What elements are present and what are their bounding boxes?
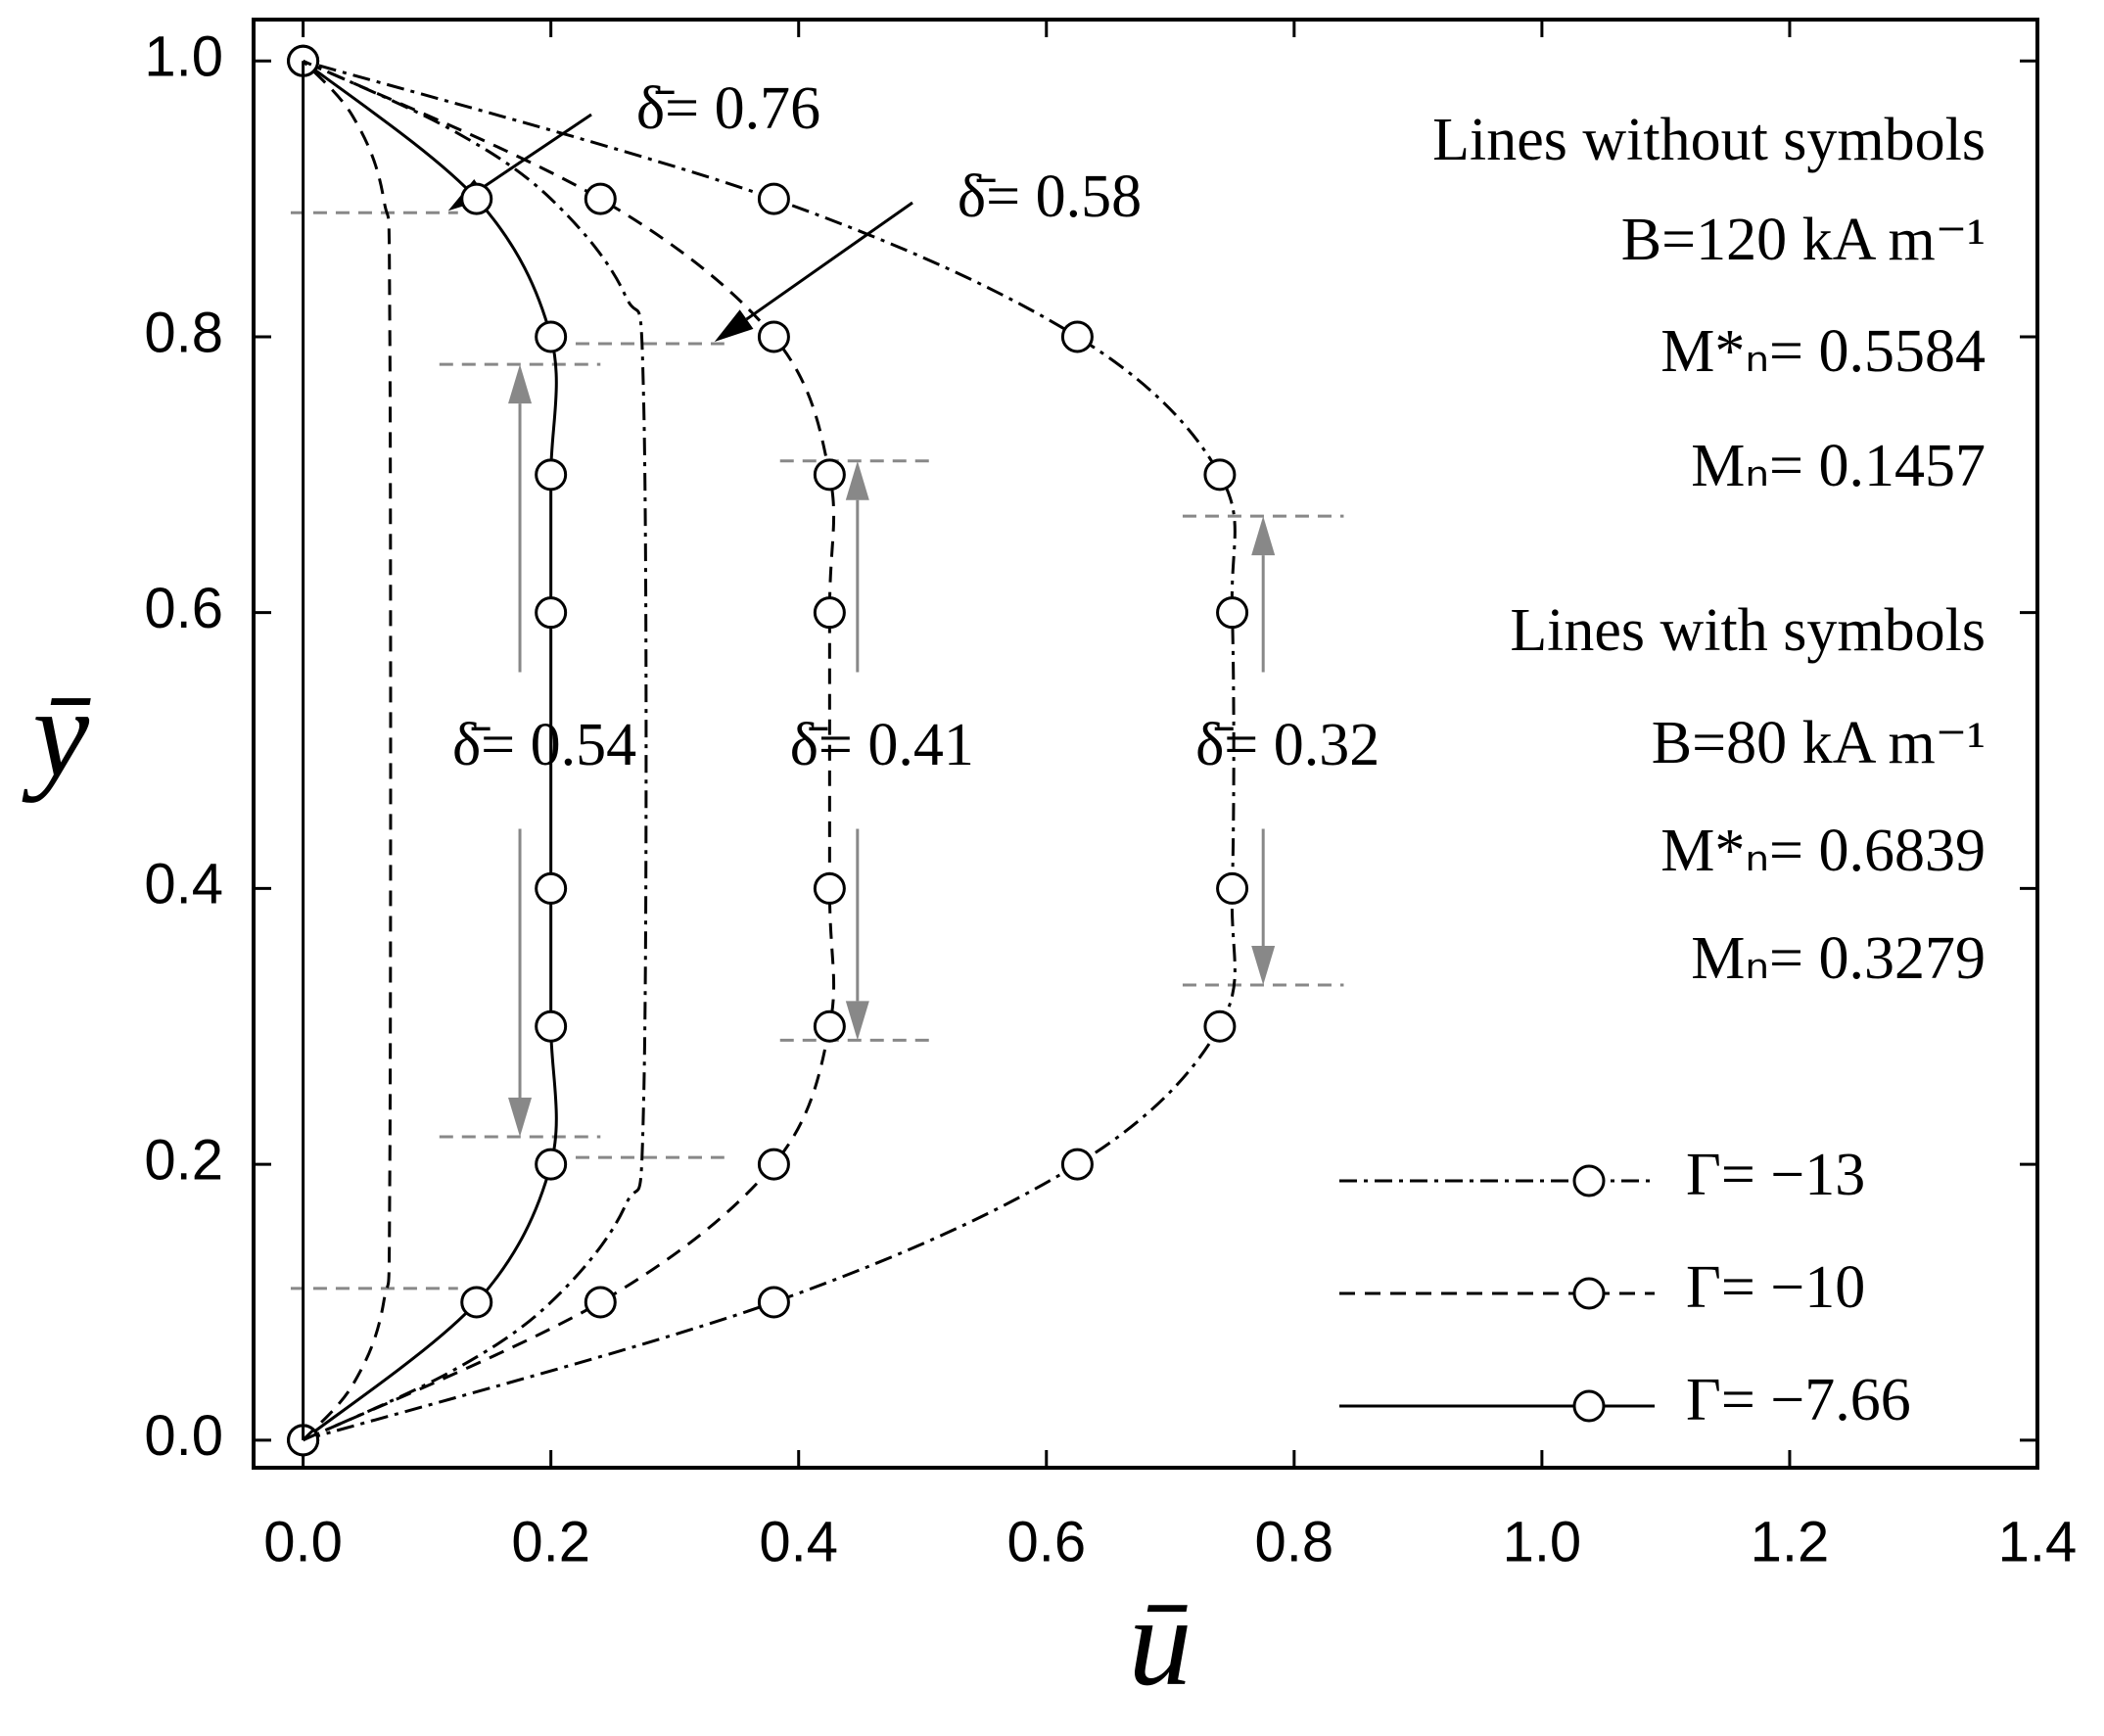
data-point <box>1060 320 1094 353</box>
data-point <box>1203 458 1237 492</box>
span-arrow-head <box>508 364 533 404</box>
delta-label: δ̄= 0.76 <box>636 75 820 142</box>
data-point <box>535 1009 568 1043</box>
x-tick-label: 0.6 <box>1006 1510 1086 1573</box>
y-tick-label: 0.4 <box>144 853 223 916</box>
delta-label: δ̄= 0.58 <box>958 164 1142 230</box>
legend-label: Γ= −13 <box>1686 1142 1865 1208</box>
data-point <box>535 596 568 630</box>
pointer-arrow <box>745 201 913 321</box>
delta-label: δ̄= 0.54 <box>452 712 636 778</box>
series-line <box>302 60 558 1442</box>
y-tick-label: 0.8 <box>144 301 223 364</box>
data-point <box>1203 1009 1237 1043</box>
y-tick-label: 0.2 <box>144 1128 223 1192</box>
x-tick-label: 1.4 <box>1998 1510 2078 1573</box>
series-line <box>302 60 393 1441</box>
series-line <box>302 59 836 1442</box>
span-arrow-head <box>1251 946 1276 985</box>
series-line <box>303 59 1237 1442</box>
x-tick-label: 0.4 <box>759 1510 838 1573</box>
span-arrow-head <box>508 1097 533 1137</box>
data-point <box>584 182 617 215</box>
legend-label: Γ= −7.66 <box>1686 1367 1911 1433</box>
note: B=120 kA m⁻¹ <box>1621 207 1986 273</box>
y-tick-label: 1.0 <box>144 25 223 89</box>
pointer-arrow-head <box>714 309 754 343</box>
pointer-arrow <box>480 113 592 191</box>
data-point <box>757 1286 790 1319</box>
data-point <box>757 1148 790 1181</box>
data-point <box>460 182 493 215</box>
data-point <box>757 182 790 215</box>
data-point <box>813 1009 846 1043</box>
delta-label: δ̄= 0.32 <box>1195 712 1379 778</box>
x-tick-label: 0.8 <box>1255 1510 1334 1573</box>
data-point <box>757 320 790 353</box>
y-tick-label: 0.0 <box>144 1404 223 1468</box>
data-point <box>535 320 568 353</box>
legend-symbol <box>1572 1389 1606 1423</box>
data-point <box>813 596 846 630</box>
legend-symbol <box>1572 1277 1606 1310</box>
data-point <box>813 458 846 492</box>
note: Lines without symbols <box>1432 107 1986 173</box>
span-arrow-head <box>845 460 869 500</box>
data-point <box>535 458 568 492</box>
data-point <box>535 871 568 905</box>
x-tick-label: 1.2 <box>1751 1510 1830 1573</box>
note: Lines with symbols <box>1510 597 1986 664</box>
x-tick-label: 0.0 <box>263 1510 343 1573</box>
span-arrow-head <box>845 1001 869 1041</box>
data-point <box>535 1148 568 1181</box>
note: M*ₙ= 0.5584 <box>1660 318 1986 385</box>
legend-entry: Γ= −10 <box>1339 1254 1865 1321</box>
note: M*ₙ= 0.6839 <box>1660 818 1986 884</box>
legend-label: Γ= −10 <box>1686 1254 1865 1321</box>
legend-entry: Γ= −13 <box>1339 1142 1865 1208</box>
note: B=80 kA m⁻¹ <box>1652 710 1986 776</box>
note: Mₙ= 0.3279 <box>1691 925 1986 992</box>
plot-frame <box>252 18 2039 1470</box>
data-point <box>1060 1148 1094 1181</box>
data-point <box>1216 596 1249 630</box>
x-tick-label: 0.2 <box>511 1510 590 1573</box>
series-line <box>302 59 648 1442</box>
legend-symbol <box>1572 1164 1606 1197</box>
x-tick-label: 1.0 <box>1503 1510 1582 1573</box>
y-axis-label: ȳ <box>22 663 91 804</box>
data-point <box>813 871 846 905</box>
note: Mₙ= 0.1457 <box>1691 433 1986 499</box>
y-tick-label: 0.6 <box>144 577 223 640</box>
data-point <box>460 1286 493 1319</box>
x-axis-label: ū <box>1129 1572 1192 1713</box>
span-arrow-head <box>1251 516 1276 556</box>
data-point <box>1216 871 1249 905</box>
legend-entry: Γ= −7.66 <box>1339 1367 1911 1433</box>
data-point <box>584 1286 617 1319</box>
delta-label: δ̄= 0.41 <box>790 712 974 778</box>
